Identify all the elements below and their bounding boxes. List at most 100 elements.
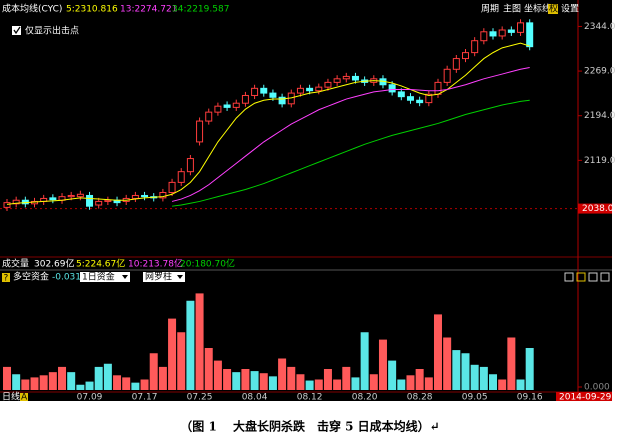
bar (323, 369, 332, 390)
candle-body (168, 181, 176, 193)
x-tick-label: 09.05 (462, 393, 488, 403)
candle-body (3, 202, 11, 208)
bar (186, 300, 195, 390)
candle-body (342, 75, 350, 80)
help-icon-glyph: ? (4, 274, 9, 284)
legend-entry: 13:2274.721 (120, 5, 177, 15)
volume-label: 成交量 (2, 258, 29, 270)
toolbar-button[interactable]: 周期 (481, 4, 499, 15)
bar (433, 314, 442, 390)
candle-body (67, 194, 75, 198)
candle-body (159, 192, 167, 199)
bar (314, 379, 323, 390)
x-tick-label: 08.28 (407, 393, 433, 403)
bar (223, 369, 232, 390)
bar (113, 375, 122, 390)
x-tick-label: 07.17 (132, 393, 158, 403)
candle-body (196, 120, 204, 143)
bar (342, 366, 351, 390)
icon[interactable] (600, 272, 610, 282)
checkbox-label: 仅显示出击点 (25, 25, 79, 37)
y-tick-label: 2119.0 (584, 156, 616, 166)
x-tick-label: 09.16 (517, 393, 543, 403)
candle-body (489, 31, 497, 37)
candle-body (278, 96, 286, 105)
candle-body (498, 29, 506, 37)
bar (241, 369, 250, 390)
candle-body (131, 194, 139, 199)
ma-line (171, 99, 530, 207)
x-tick-label: 08.20 (352, 393, 378, 403)
candle-body (315, 86, 323, 92)
candle-body (95, 200, 103, 206)
toolbar-button[interactable]: 主图 (503, 3, 521, 15)
help-icon[interactable] (2, 273, 10, 282)
bar (259, 373, 268, 390)
bar (351, 377, 360, 390)
bar (12, 374, 21, 390)
candle-body (425, 93, 433, 104)
bar (443, 337, 452, 390)
ma-line (171, 67, 530, 202)
candle-body (205, 111, 213, 122)
badge-label: A (21, 393, 28, 403)
toolbar-button[interactable]: 坐标线 (524, 3, 551, 15)
dropdown-label: 网罗柱 (145, 271, 172, 283)
checkbox[interactable] (12, 26, 21, 35)
candle-body (351, 75, 359, 81)
bar (268, 376, 277, 390)
chart-background (0, 0, 612, 401)
dropdown-arrow (122, 275, 128, 279)
bar (525, 348, 534, 390)
candle-body (416, 99, 424, 104)
candle-body (452, 58, 460, 70)
bar (406, 375, 415, 390)
candle-body (443, 68, 451, 83)
period-label: 日线 (2, 391, 20, 403)
x-tick-label: 07.09 (77, 393, 103, 403)
bar (507, 337, 516, 390)
chart-title: 成本均线(CYC) (2, 3, 62, 15)
candle-body (388, 84, 396, 93)
icon[interactable] (564, 272, 574, 282)
bar (204, 348, 213, 390)
candle-body (333, 78, 341, 83)
icon[interactable] (576, 272, 586, 282)
volume-total: 302.69亿 (34, 258, 75, 270)
bar (48, 372, 57, 390)
bar (452, 350, 461, 390)
legend-entry: 5:2310.816 (66, 5, 118, 15)
bar (250, 371, 259, 390)
bar (3, 366, 11, 390)
toolbar-button[interactable]: 设置 (561, 4, 579, 15)
x-tick-label: 08.04 (242, 393, 268, 403)
candle-body (471, 40, 479, 54)
dropdown-arrow (177, 275, 183, 279)
dropdown[interactable] (80, 272, 130, 282)
candle-body (141, 194, 149, 198)
bar (305, 380, 314, 390)
bar (39, 375, 48, 390)
bar (168, 318, 177, 390)
y-tick-label: 0.000 (584, 383, 610, 393)
panel-icons (564, 272, 610, 282)
candle-body (214, 105, 222, 113)
candle-body (251, 87, 259, 96)
icon[interactable] (588, 272, 598, 282)
legend-entry: 34:2219.587 (172, 5, 229, 15)
bar (103, 363, 112, 390)
volume-ma: 10:213.78亿 (128, 258, 183, 270)
candle-body (186, 158, 194, 173)
bar (21, 379, 30, 390)
toolbar-button[interactable]: 权 (549, 3, 558, 15)
candle-body (324, 81, 332, 88)
y-tick-label: 2269.0 (584, 67, 616, 77)
x-tick-label: 07.25 (187, 393, 213, 403)
candle-body (406, 96, 414, 101)
bar (424, 377, 433, 390)
candle-body (232, 102, 240, 108)
bar (489, 374, 498, 390)
volume-ma: 5:224.67亿 (76, 258, 125, 270)
dropdown[interactable] (143, 272, 185, 282)
